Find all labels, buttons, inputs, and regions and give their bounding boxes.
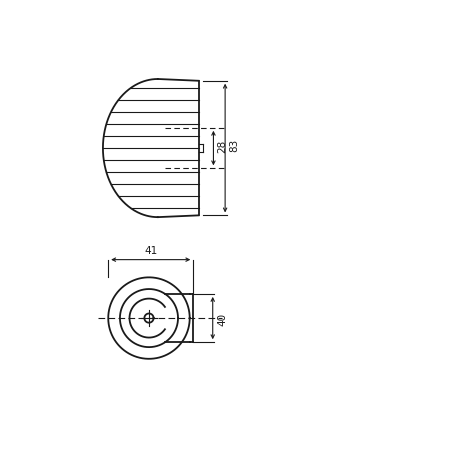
Text: 28: 28 [217, 139, 227, 152]
Text: 41: 41 [144, 246, 157, 256]
Text: 83: 83 [229, 139, 239, 152]
Text: 40: 40 [217, 312, 227, 325]
